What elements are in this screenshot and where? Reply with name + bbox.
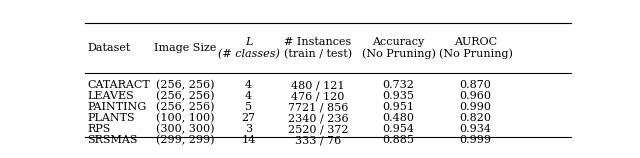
Text: 2520 / 372: 2520 / 372 [288,124,348,134]
Text: 0.999: 0.999 [460,135,492,145]
Text: Image Size: Image Size [154,43,216,53]
Text: 0.951: 0.951 [383,102,415,112]
Text: 476 / 120: 476 / 120 [291,91,345,101]
Text: 3: 3 [245,124,252,134]
Text: 333 / 76: 333 / 76 [295,135,341,145]
Text: (300, 300): (300, 300) [156,124,214,134]
Text: # Instances
(train / test): # Instances (train / test) [284,37,352,59]
Text: PLANTS: PLANTS [88,113,135,123]
Text: 0.870: 0.870 [460,80,492,90]
Text: CATARACT: CATARACT [88,80,150,90]
Text: 4: 4 [245,80,252,90]
Text: SRSMAS: SRSMAS [88,135,138,145]
Text: 0.935: 0.935 [383,91,415,101]
Text: 4: 4 [245,91,252,101]
Text: 0.480: 0.480 [383,113,415,123]
Text: 5: 5 [245,102,252,112]
Text: 0.960: 0.960 [460,91,492,101]
Text: 2340 / 236: 2340 / 236 [288,113,348,123]
Text: RPS: RPS [88,124,111,134]
Text: 0.885: 0.885 [383,135,415,145]
Text: 27: 27 [241,113,256,123]
Text: (299, 299): (299, 299) [156,135,214,145]
Text: 14: 14 [241,135,256,145]
Text: 0.954: 0.954 [383,124,415,134]
Text: 7721 / 856: 7721 / 856 [288,102,348,112]
Text: (100, 100): (100, 100) [156,113,214,123]
Text: (256, 256): (256, 256) [156,102,214,112]
Text: (256, 256): (256, 256) [156,91,214,101]
Text: Dataset: Dataset [88,43,131,53]
Text: (256, 256): (256, 256) [156,80,214,90]
Text: 0.990: 0.990 [460,102,492,112]
Text: Accuracy
(No Pruning): Accuracy (No Pruning) [362,37,436,59]
Text: L
(# classes): L (# classes) [218,37,280,59]
Text: 0.934: 0.934 [460,124,492,134]
Text: 0.820: 0.820 [460,113,492,123]
Text: LEAVES: LEAVES [88,91,134,101]
Text: AUROC
(No Pruning): AUROC (No Pruning) [438,37,513,59]
Text: 480 / 121: 480 / 121 [291,80,345,90]
Text: 0.732: 0.732 [383,80,415,90]
Text: PAINTING: PAINTING [88,102,147,112]
